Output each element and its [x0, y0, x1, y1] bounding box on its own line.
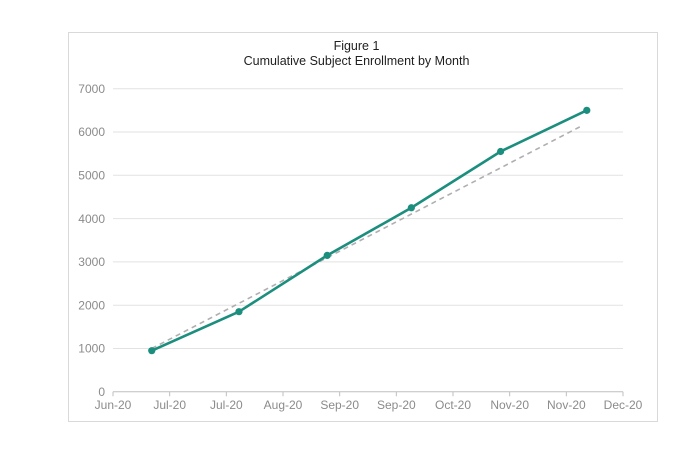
y-tick-label: 2000 — [78, 298, 105, 312]
y-tick-label: 4000 — [78, 212, 105, 226]
x-tick-label: Dec-20 — [604, 398, 643, 412]
x-tick-label: Jun-20 — [95, 398, 132, 412]
y-tick-label: 0 — [98, 385, 105, 399]
enrollment-chart-frame — [68, 32, 658, 422]
y-tick-label: 6000 — [78, 125, 105, 139]
x-tick-label: Sep-20 — [377, 398, 416, 412]
x-tick-label: Aug-20 — [264, 398, 303, 412]
series-enrollment-marker — [407, 204, 415, 212]
x-tick-label: Nov-20 — [547, 398, 586, 412]
x-tick-label: Sep-20 — [320, 398, 359, 412]
series-enrollment-marker — [583, 106, 591, 114]
series-enrollment-marker — [323, 251, 331, 260]
series-enrollment-marker — [235, 308, 243, 316]
series-enrollment-line — [150, 109, 589, 352]
chart-title-block: Figure 1 Cumulative Subject Enrollment b… — [68, 39, 645, 69]
x-tick-label: Oct-20 — [435, 398, 471, 412]
y-tick-label: 1000 — [78, 342, 105, 356]
trendline — [151, 124, 584, 350]
chart-title: Figure 1 — [333, 39, 380, 53]
series-enrollment-marker — [148, 347, 156, 355]
y-tick-label: 3000 — [78, 255, 105, 269]
y-tick-label: 7000 — [78, 82, 105, 96]
series-enrollment-marker — [497, 147, 505, 156]
x-tick-label: Jul-20 — [153, 398, 186, 412]
x-tick-label: Nov-20 — [490, 398, 529, 412]
chart-subtitle: Cumulative Subject Enrollment by Month — [243, 54, 470, 68]
x-tick-label: Jul-20 — [210, 398, 243, 412]
y-tick-label: 5000 — [78, 169, 105, 183]
